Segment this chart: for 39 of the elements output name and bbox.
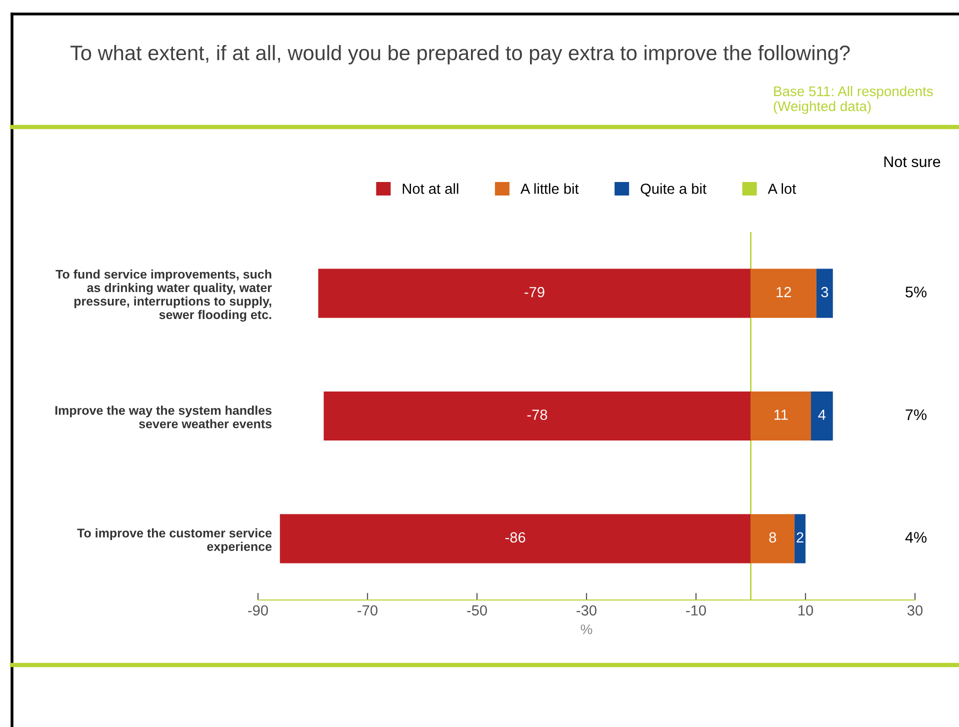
bar bbox=[280, 514, 751, 564]
x-tick-label: -30 bbox=[576, 605, 596, 616]
data-label: 4 bbox=[818, 410, 826, 420]
annotation: 7% bbox=[906, 409, 926, 420]
bar bbox=[750, 268, 816, 318]
bar bbox=[750, 514, 795, 564]
legend-label: Not at all bbox=[402, 183, 458, 194]
legend-label: A little bit bbox=[520, 183, 579, 194]
x-tick-label: -10 bbox=[686, 605, 706, 616]
x-tick-label: -90 bbox=[248, 605, 268, 616]
text: Not sure bbox=[884, 156, 940, 168]
bar bbox=[810, 391, 833, 441]
bar bbox=[318, 268, 751, 318]
bar bbox=[324, 391, 751, 441]
x-axis-title: % bbox=[580, 624, 592, 634]
data-label: 2 bbox=[796, 532, 804, 542]
data-label: 11 bbox=[774, 410, 788, 420]
y-tick-label: To improve the customer service experience bbox=[77, 528, 272, 554]
x-tick-label: 30 bbox=[907, 605, 923, 616]
bar bbox=[816, 268, 833, 318]
y-tick-label: Improve the way the system handles severe weather events bbox=[55, 406, 272, 428]
data-label: -86 bbox=[505, 532, 526, 543]
data-label: 12 bbox=[776, 286, 791, 298]
data-label: 8 bbox=[769, 532, 776, 543]
legend-label: Quite a bit bbox=[640, 183, 706, 197]
chart-title: To what extent, if at all, would you be prepared to pay extra to improve the following? bbox=[70, 45, 850, 64]
x-tick-label: -70 bbox=[358, 605, 378, 616]
data-label: -78 bbox=[527, 410, 548, 420]
bar bbox=[750, 391, 811, 441]
y-tick-label: To fund service improvements, such as drinking water quality, water pressure, interruptions to supply, sewer flooding etc. bbox=[56, 269, 272, 322]
annotation: 5% bbox=[906, 286, 926, 298]
x-tick-label: -50 bbox=[467, 605, 487, 616]
legend-label: A lot bbox=[768, 183, 796, 194]
data-label: 3 bbox=[821, 286, 828, 298]
x-tick-label: 10 bbox=[798, 605, 814, 616]
annotation: 4% bbox=[905, 532, 926, 543]
text: Base 511: All respondents (Weighted data) bbox=[774, 86, 933, 114]
data-label: -79 bbox=[524, 286, 544, 298]
bar bbox=[794, 514, 806, 564]
